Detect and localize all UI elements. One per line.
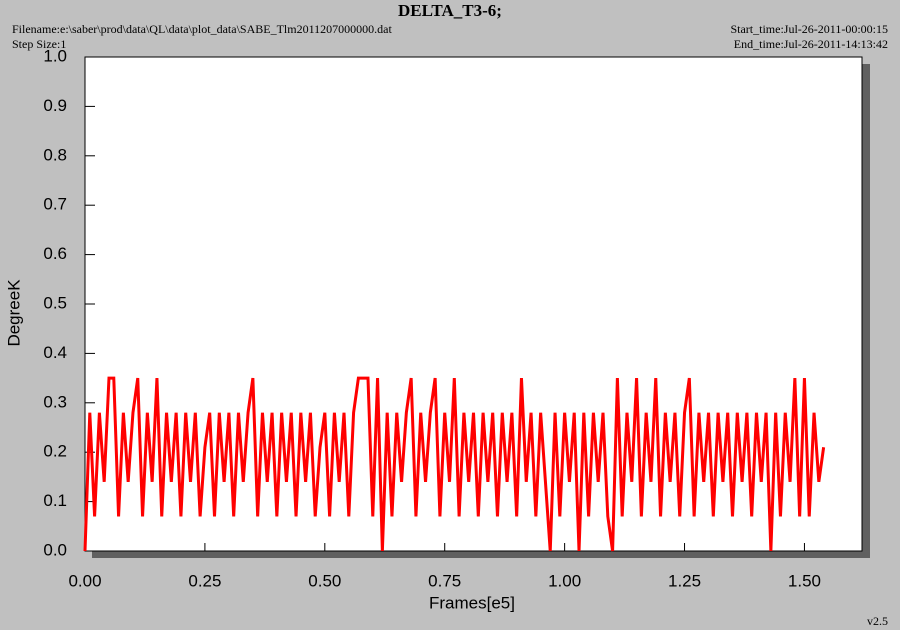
y-axis-label: DegreeK bbox=[4, 279, 23, 347]
y-tick-label: 0.5 bbox=[43, 293, 67, 312]
x-tick-label: 1.50 bbox=[788, 571, 821, 590]
filename: Filename:e:\saber\prod\data\QL\data\plot… bbox=[12, 22, 392, 36]
y-tick-label: 0.3 bbox=[43, 392, 67, 411]
y-tick-label: 0.2 bbox=[43, 442, 67, 461]
x-tick-label: 0.00 bbox=[68, 571, 101, 590]
y-tick-label: 0.0 bbox=[43, 540, 67, 559]
y-tick-label: 0.4 bbox=[43, 343, 67, 362]
y-tick-label: 1.0 bbox=[43, 46, 67, 65]
chart-title: DELTA_T3-6; bbox=[398, 1, 502, 20]
x-tick-label: 0.50 bbox=[308, 571, 341, 590]
y-tick-label: 0.6 bbox=[43, 244, 67, 263]
end-time: End_time:Jul-26-2011-14:13:42 bbox=[734, 37, 888, 51]
y-tick-label: 0.7 bbox=[43, 195, 67, 214]
y-tick-label: 0.1 bbox=[43, 491, 67, 510]
data-line bbox=[83, 376, 826, 552]
x-tick-label: 1.25 bbox=[668, 571, 701, 590]
x-tick-label: 0.25 bbox=[188, 571, 221, 590]
step-size: Step Size:1 bbox=[12, 37, 66, 51]
x-tick-label: 1.00 bbox=[548, 571, 581, 590]
x-axis-label: Frames[e5] bbox=[429, 593, 515, 612]
plot-area bbox=[84, 56, 863, 552]
version: v2.5 bbox=[867, 614, 888, 628]
y-tick-label: 0.9 bbox=[43, 96, 67, 115]
y-tick-label: 0.8 bbox=[43, 145, 67, 164]
x-tick-label: 0.75 bbox=[428, 571, 461, 590]
start-time: Start_time:Jul-26-2011-00:00:15 bbox=[730, 22, 888, 36]
